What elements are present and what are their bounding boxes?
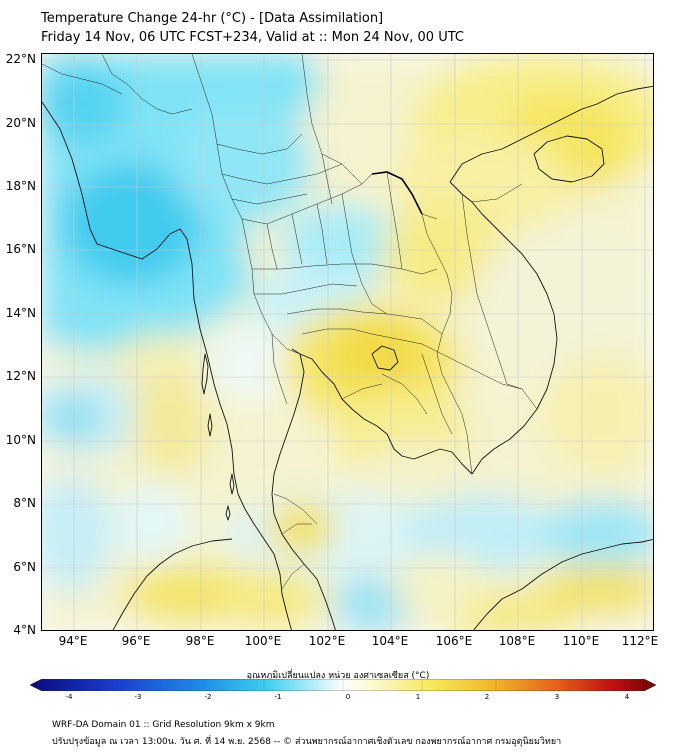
colorbar-tick-2: 2 xyxy=(484,693,490,701)
lon-label-110: 110°E xyxy=(562,634,600,648)
lon-label-106: 106°E xyxy=(435,634,473,648)
temperature-change-map[interactable] xyxy=(41,53,654,631)
lon-label-102: 102°E xyxy=(308,634,346,648)
lon-label-98: 98°E xyxy=(185,634,215,648)
map-canvas xyxy=(42,54,653,630)
lon-label-96: 96°E xyxy=(121,634,151,648)
lat-label-6: 6°N xyxy=(13,560,36,574)
lat-label-12: 12°N xyxy=(5,369,36,383)
coastlines xyxy=(42,85,653,630)
colorbar-tick-4: 4 xyxy=(624,693,630,701)
colorbar-tick-minus1: -1 xyxy=(274,693,282,701)
lat-label-8: 8°N xyxy=(13,496,36,510)
colorbar-tick-1: 1 xyxy=(415,693,421,701)
lat-label-16: 16°N xyxy=(5,242,36,256)
lat-label-10: 10°N xyxy=(5,433,36,447)
map-subtitle: Friday 14 Nov, 06 UTC FCST+234, Valid at… xyxy=(41,30,464,45)
lat-label-22: 22°N xyxy=(5,52,36,66)
colorbar-title: อุณหภูมิเปลี่ยนแปลง หน่วย องศาเซลเซียส (… xyxy=(246,671,430,681)
colorbar xyxy=(30,679,656,691)
footer-credit: ปรับปรุงข้อมูล ณ เวลา 13:00น. วัน ศ. ที่… xyxy=(52,737,562,747)
thick-border xyxy=(371,171,423,215)
temperature-field xyxy=(42,54,653,630)
lon-label-104: 104°E xyxy=(371,634,409,648)
lon-label-100: 100°E xyxy=(244,634,282,648)
lon-label-94: 94°E xyxy=(58,634,88,648)
footer-model-info: WRF-DA Domain 01 :: Grid Resolution 9km … xyxy=(52,720,275,730)
lon-label-112: 112°E xyxy=(621,634,659,648)
lat-label-20: 20°N xyxy=(5,116,36,130)
colorbar-tick-3: 3 xyxy=(554,693,560,701)
province-borders xyxy=(42,54,538,590)
colorbar-tick-minus2: -2 xyxy=(204,693,212,701)
lat-label-14: 14°N xyxy=(5,306,36,320)
lon-label-108: 108°E xyxy=(498,634,536,648)
colorbar-tick-minus4: -4 xyxy=(65,693,73,701)
colorbar-tick-0: 0 xyxy=(345,693,351,701)
lat-label-4: 4°N xyxy=(13,623,36,637)
colorbar-tick-minus3: -3 xyxy=(134,693,142,701)
lat-label-18: 18°N xyxy=(5,179,36,193)
graticule xyxy=(42,54,653,630)
map-title: Temperature Change 24-hr (°C) - [Data As… xyxy=(41,11,384,26)
